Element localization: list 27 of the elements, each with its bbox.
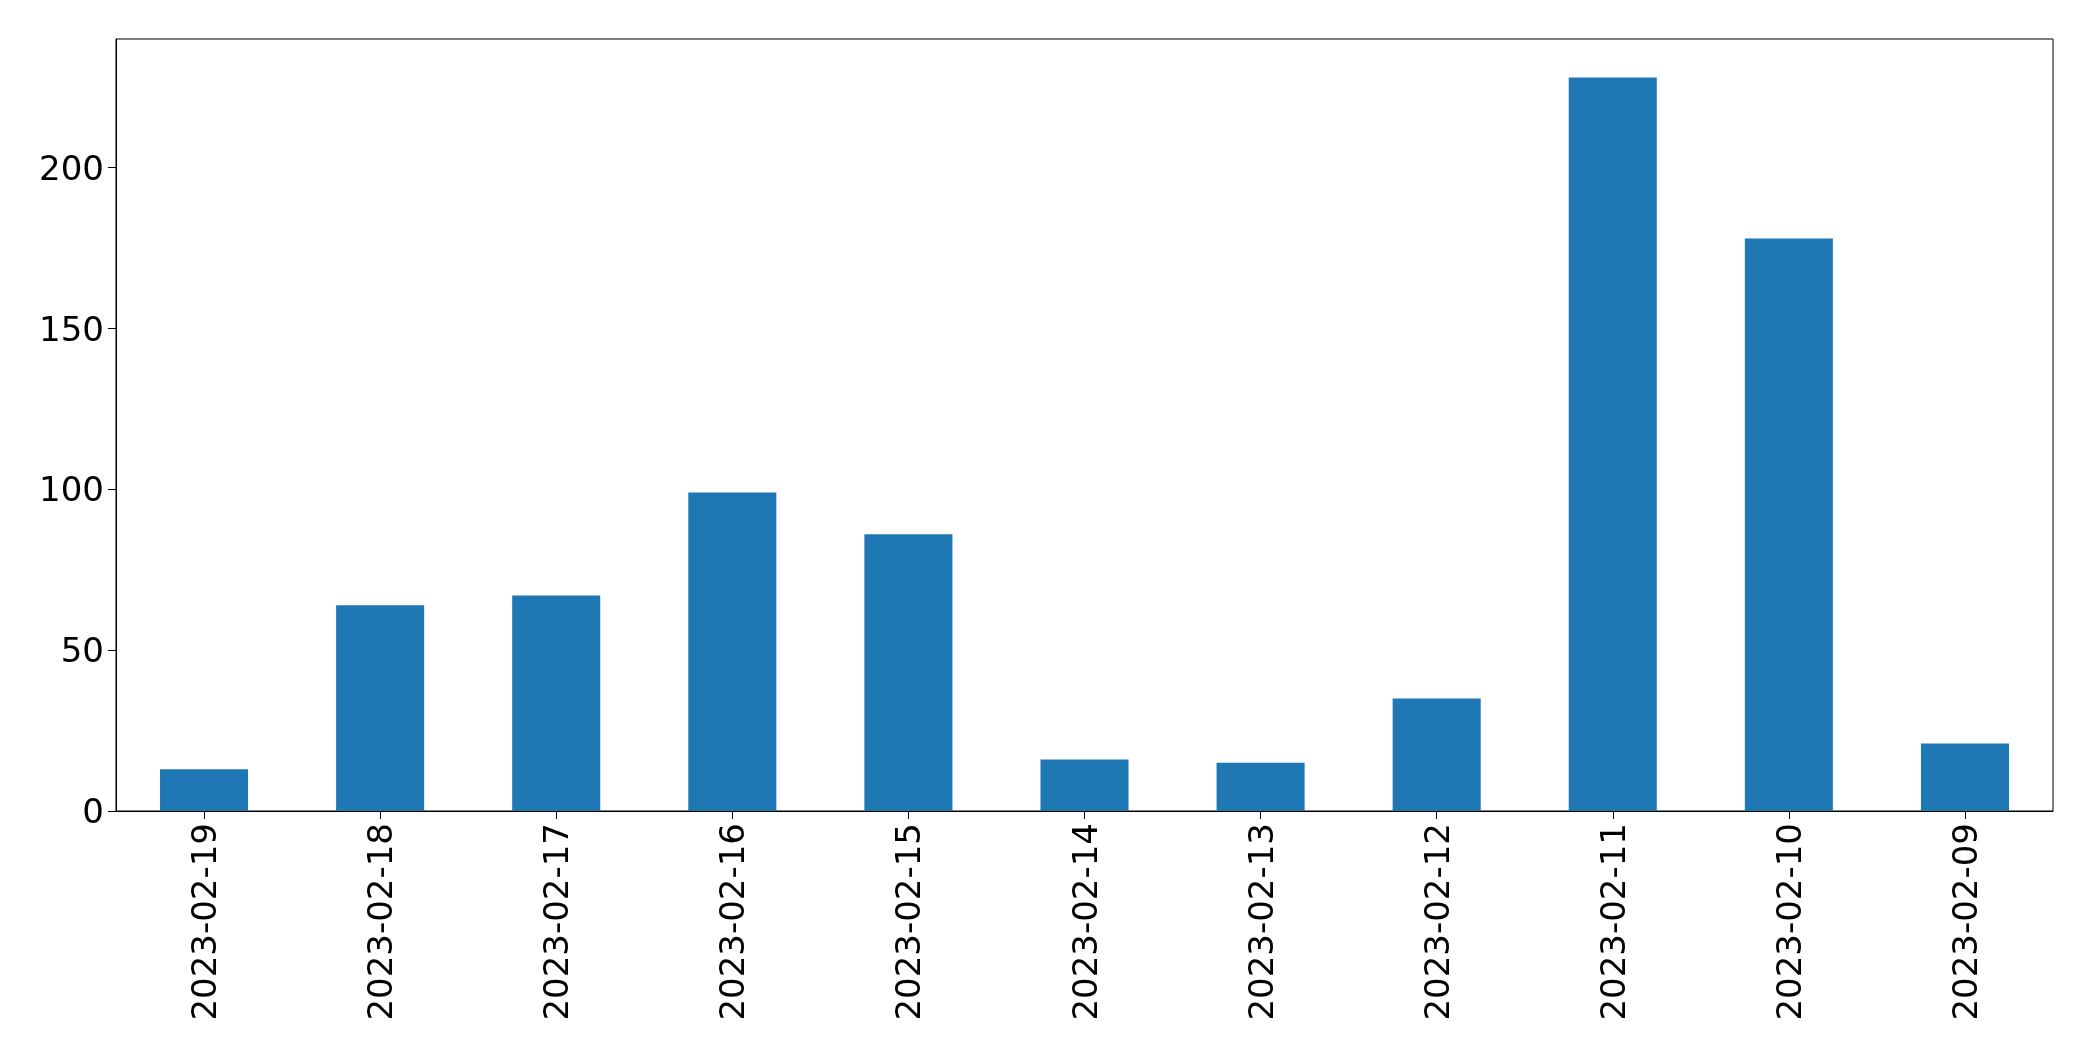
x-tick-label: 2023-02-19 <box>184 823 225 1021</box>
y-tick-label: 50 <box>60 630 104 671</box>
bar <box>1744 238 1833 811</box>
y-tick-label: 0 <box>82 791 104 831</box>
y-tick-label: 200 <box>39 147 104 188</box>
x-tick-label: 2023-02-13 <box>1240 823 1281 1021</box>
y-tick-label: 100 <box>39 469 104 510</box>
bar <box>1040 759 1129 811</box>
bar <box>1392 698 1481 811</box>
bar <box>336 605 425 811</box>
bar <box>864 534 953 811</box>
bar <box>160 769 249 811</box>
bar <box>512 595 601 811</box>
x-tick-label: 2023-02-12 <box>1416 823 1457 1021</box>
x-tick-label: 2023-02-18 <box>360 823 401 1021</box>
x-tick-label: 2023-02-16 <box>712 823 753 1021</box>
bar <box>1568 77 1657 811</box>
bar <box>688 492 777 811</box>
bar <box>1216 762 1305 811</box>
bar <box>1920 743 2009 811</box>
x-tick-label: 2023-02-15 <box>888 823 929 1021</box>
x-tick-label: 2023-02-10 <box>1768 823 1809 1021</box>
x-tick-label: 2023-02-11 <box>1592 823 1633 1021</box>
y-tick-label: 150 <box>39 308 104 349</box>
x-tick-label: 2023-02-17 <box>536 823 577 1021</box>
x-tick-label: 2023-02-09 <box>1944 823 1985 1021</box>
x-tick-label: 2023-02-14 <box>1064 823 1105 1021</box>
